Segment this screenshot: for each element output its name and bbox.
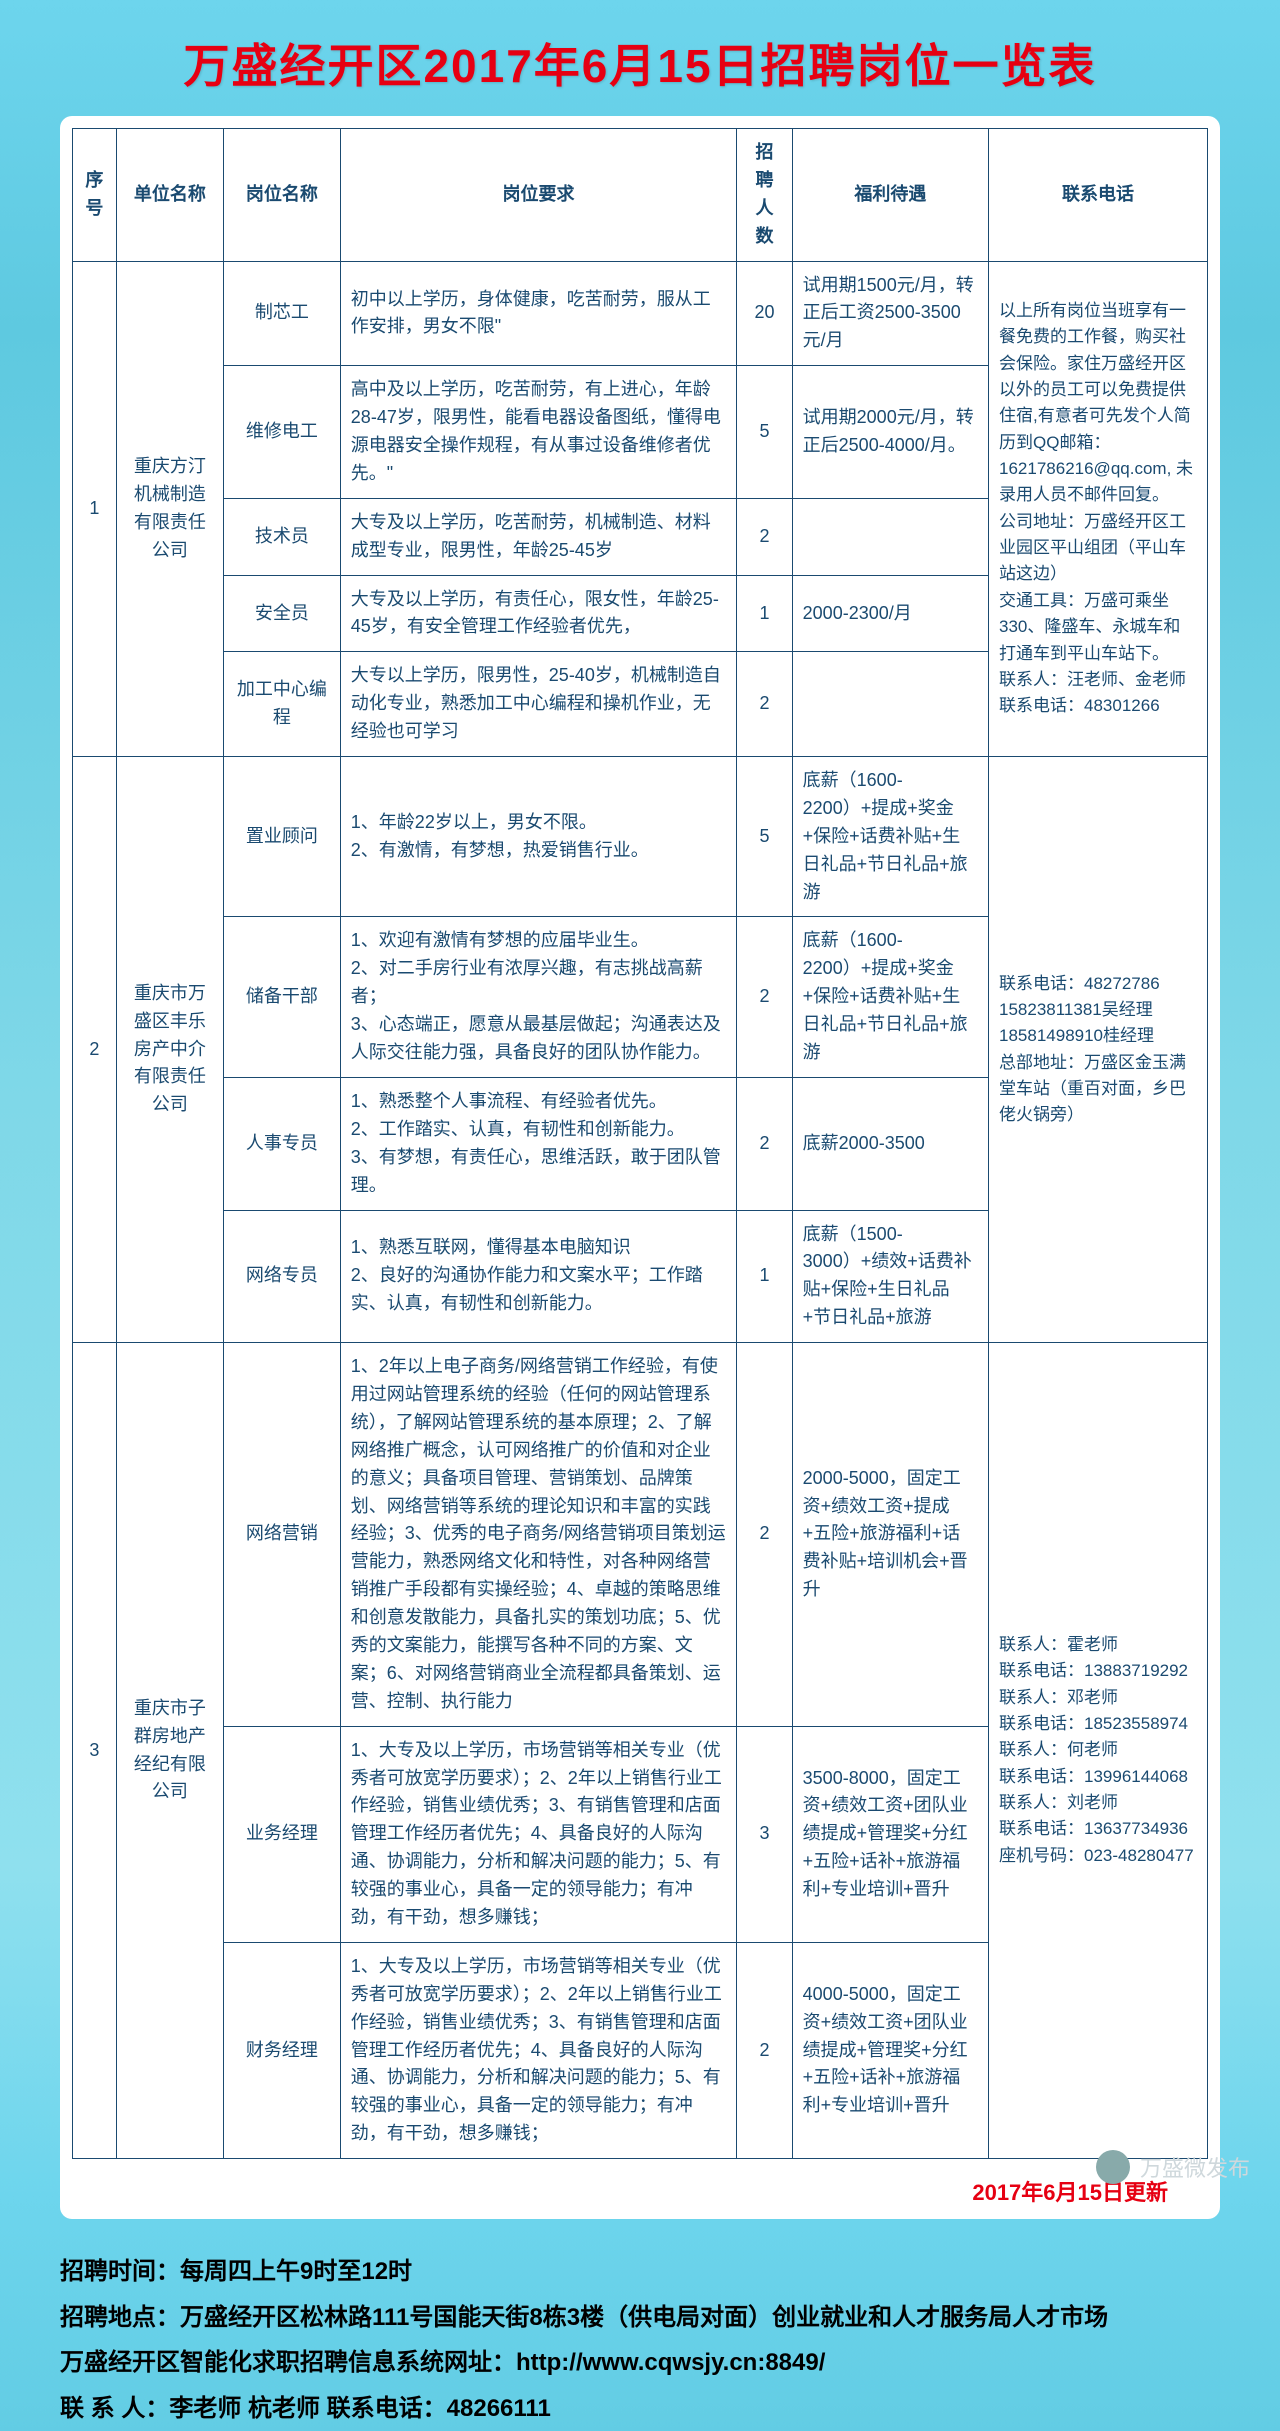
cell-num: 2 [737,917,792,1077]
cell-benefit: 4000-5000，固定工资+绩效工资+团队业绩提成+管理奖+分红+五险+话补+… [792,1942,988,2158]
page-title: 万盛经开区2017年6月15日招聘岗位一览表 [40,30,1240,96]
table-row: 1重庆方汀机械制造有限责任公司制芯工初中以上学历，身体健康，吃苦耐劳，服从工作安… [73,261,1208,366]
cell-num: 2 [737,498,792,575]
cell-benefit: 试用期2000元/月，转正后2500-4000/月。 [792,366,988,499]
cell-position: 财务经理 [224,1942,341,2158]
table-row: 3重庆市子群房地产经纪有限公司网络营销1、2年以上电子商务/网络营销工作经验，有… [73,1343,1208,1727]
cell-benefit: 底薪（1500-3000）+绩效+话费补贴+保险+生日礼品+节日礼品+旅游 [792,1210,988,1343]
cell-benefit: 底薪2000-3500 [792,1077,988,1210]
cell-num: 1 [737,575,792,652]
cell-req: 大专及以上学历，有责任心，限女性，年龄25-45岁，有安全管理工作经验者优先， [340,575,736,652]
footer-line: 万盛经开区智能化求职招聘信息系统网址：http://www.cqwsjy.cn:… [60,2340,1220,2386]
cell-company: 重庆市万盛区丰乐房产中介有限责任公司 [116,757,223,1343]
cell-position: 网络专员 [224,1210,341,1343]
th-req: 岗位要求 [340,129,736,262]
th-num: 招聘人数 [737,129,792,262]
cell-position: 制芯工 [224,261,341,366]
cell-req: 1、欢迎有激情有梦想的应届毕业生。2、对二手房行业有浓厚兴趣，有志挑战高薪者；3… [340,917,736,1077]
cell-req: 大专以上学历，限男性，25-40岁，机械制造自动化专业，熟悉加工中心编程和操机作… [340,652,736,757]
cell-num: 5 [737,757,792,917]
cell-position: 维修电工 [224,366,341,499]
cell-num: 1 [737,1210,792,1343]
wechat-icon [1096,2150,1130,2184]
cell-benefit: 2000-2300/月 [792,575,988,652]
wechat-tag: 万盛微发布 [1096,2150,1250,2184]
cell-contact: 联系电话：4827278615823811381吴经理18581498910桂经… [989,757,1208,1343]
update-date: 2017年6月15日更新 [72,2175,1168,2207]
cell-position: 人事专员 [224,1077,341,1210]
cell-req: 初中以上学历，身体健康，吃苦耐劳，服从工作安排，男女不限" [340,261,736,366]
th-company: 单位名称 [116,129,223,262]
cell-position: 储备干部 [224,917,341,1077]
cell-num: 3 [737,1726,792,1942]
cell-position: 加工中心编程 [224,652,341,757]
cell-seq: 2 [73,757,117,1343]
footer-line: 联 系 人：李老师 杭老师 联系电话：48266111 [60,2386,1220,2431]
cell-req: 大专及以上学历，吃苦耐劳，机械制造、材料成型专业，限男性，年龄25-45岁 [340,498,736,575]
cell-position: 网络营销 [224,1343,341,1727]
wechat-label: 万盛微发布 [1140,2151,1250,2183]
job-table: 序号 单位名称 岗位名称 岗位要求 招聘人数 福利待遇 联系电话 1重庆方汀机械… [72,128,1208,2159]
cell-benefit: 试用期1500元/月，转正后工资2500-3500元/月 [792,261,988,366]
footer-line: 招聘地点：万盛经开区松林路111号国能天街8栋3楼（供电局对面）创业就业和人才服… [60,2295,1220,2341]
cell-req: 1、2年以上电子商务/网络营销工作经验，有使用过网站管理系统的经验（任何的网站管… [340,1343,736,1727]
cell-benefit: 底薪（1600-2200）+提成+奖金+保险+话费补贴+生日礼品+节日礼品+旅游 [792,917,988,1077]
cell-req: 1、熟悉整个人事流程、有经验者优先。2、工作踏实、认真，有韧性和创新能力。3、有… [340,1077,736,1210]
footer-info: 招聘时间：每周四上午9时至12时 招聘地点：万盛经开区松林路111号国能天街8栋… [60,2249,1220,2431]
cell-benefit [792,652,988,757]
cell-req: 1、熟悉互联网，懂得基本电脑知识2、良好的沟通协作能力和文案水平；工作踏实、认真… [340,1210,736,1343]
table-panel: 序号 单位名称 岗位名称 岗位要求 招聘人数 福利待遇 联系电话 1重庆方汀机械… [60,116,1220,2219]
th-benefit: 福利待遇 [792,129,988,262]
cell-position: 技术员 [224,498,341,575]
cell-seq: 3 [73,1343,117,2159]
cell-position: 安全员 [224,575,341,652]
footer-line: 招聘时间：每周四上午9时至12时 [60,2249,1220,2295]
cell-num: 20 [737,261,792,366]
th-seq: 序号 [73,129,117,262]
cell-benefit: 3500-8000，固定工资+绩效工资+团队业绩提成+管理奖+分红+五险+话补+… [792,1726,988,1942]
cell-req: 1、年龄22岁以上，男女不限。2、有激情，有梦想，热爱销售行业。 [340,757,736,917]
cell-benefit: 底薪（1600-2200）+提成+奖金+保险+话费补贴+生日礼品+节日礼品+旅游 [792,757,988,917]
cell-benefit: 2000-5000，固定工资+绩效工资+提成+五险+旅游福利+话费补贴+培训机会… [792,1343,988,1727]
cell-benefit [792,498,988,575]
cell-num: 2 [737,1942,792,2158]
cell-contact: 联系人：霍老师联系电话：13883719292联系人：邓老师联系电话：18523… [989,1343,1208,2159]
th-position: 岗位名称 [224,129,341,262]
cell-num: 5 [737,366,792,499]
cell-num: 2 [737,1343,792,1727]
table-row: 2重庆市万盛区丰乐房产中介有限责任公司置业顾问1、年龄22岁以上，男女不限。2、… [73,757,1208,917]
cell-position: 业务经理 [224,1726,341,1942]
cell-num: 2 [737,652,792,757]
cell-req: 1、大专及以上学历，市场营销等相关专业（优秀者可放宽学历要求）；2、2年以上销售… [340,1942,736,2158]
cell-contact: 以上所有岗位当班享有一餐免费的工作餐，购买社会保险。家住万盛经开区以外的员工可以… [989,261,1208,756]
th-contact: 联系电话 [989,129,1208,262]
cell-position: 置业顾问 [224,757,341,917]
cell-company: 重庆方汀机械制造有限责任公司 [116,261,223,756]
table-header-row: 序号 单位名称 岗位名称 岗位要求 招聘人数 福利待遇 联系电话 [73,129,1208,262]
cell-req: 高中及以上学历，吃苦耐劳，有上进心，年龄28-47岁，限男性，能看电器设备图纸，… [340,366,736,499]
cell-req: 1、大专及以上学历，市场营销等相关专业（优秀者可放宽学历要求）；2、2年以上销售… [340,1726,736,1942]
cell-seq: 1 [73,261,117,756]
cell-company: 重庆市子群房地产经纪有限公司 [116,1343,223,2159]
cell-num: 2 [737,1077,792,1210]
